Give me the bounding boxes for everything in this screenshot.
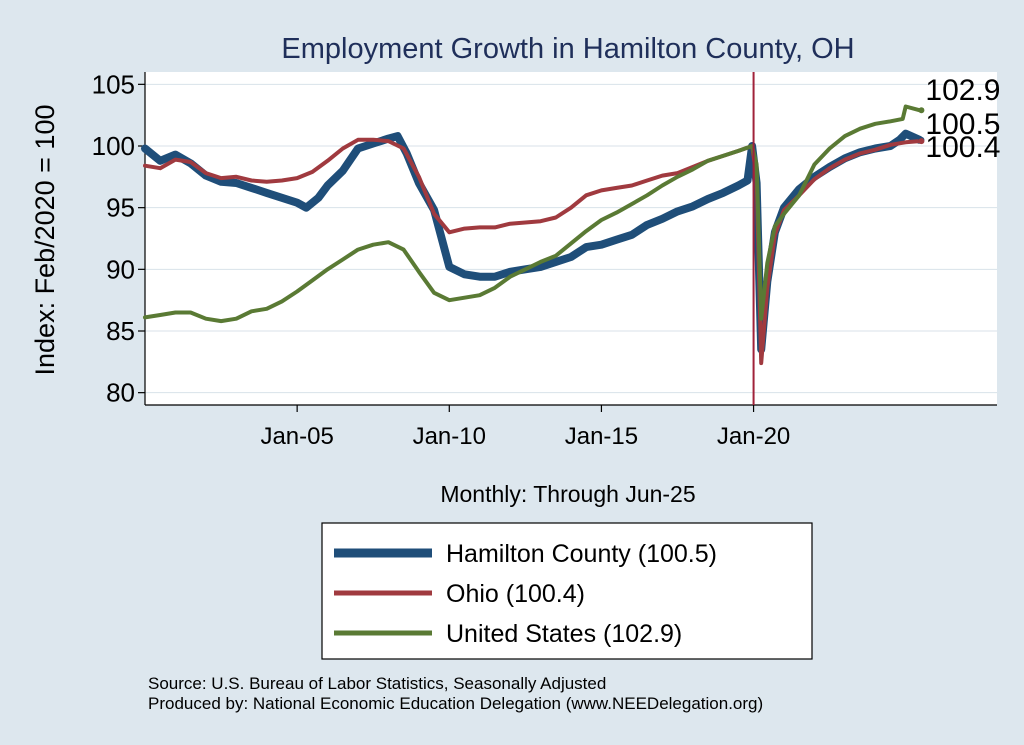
y-axis-ticks: 80 85 90 95 100 105 [92,69,145,408]
y-tick-label: 105 [92,69,135,99]
chart-title: Employment Growth in Hamilton County, OH [281,33,854,65]
x-tick-label: Jan-10 [413,423,486,450]
plot-area [145,72,997,405]
legend-entry: United States (102.9) [446,620,682,648]
end-value-label: 100.5 [925,108,1000,141]
y-tick-label: 95 [106,193,135,223]
legend-entry: Ohio (100.4) [446,580,585,608]
series-endpoint [918,138,925,145]
legend: Hamilton County (100.5) Ohio (100.4) Unite… [321,522,813,660]
x-axis-label: Monthly: Through Jun-25 [440,481,695,507]
producer-note: Produced by: National Economic Education… [148,694,763,713]
series-line-2 [143,137,922,366]
series-lines [141,104,924,366]
legend-entry: Hamilton County (100.5) [446,540,717,568]
end-value-label: 100.4 [925,131,1000,164]
x-tick-label: Jan-05 [260,423,333,450]
x-axis-ticks: Jan-05 Jan-10 Jan-15 Jan-20 [260,405,790,450]
x-tick-label: Jan-20 [717,423,790,450]
source-note: Source: U.S. Bureau of Labor Statistics,… [148,674,606,693]
x-tick-label: Jan-15 [565,423,638,450]
y-tick-label: 80 [106,378,135,408]
y-axis-label: Index: Feb/2020 = 100 [30,105,60,376]
series-line-3 [143,104,922,324]
y-tick-label: 100 [92,131,135,161]
y-tick-label: 85 [106,316,135,346]
series-endpoint [918,107,925,114]
y-tick-label: 90 [106,254,135,284]
series-line-1 [141,129,924,354]
end-value-label: 102.9 [925,74,1000,107]
